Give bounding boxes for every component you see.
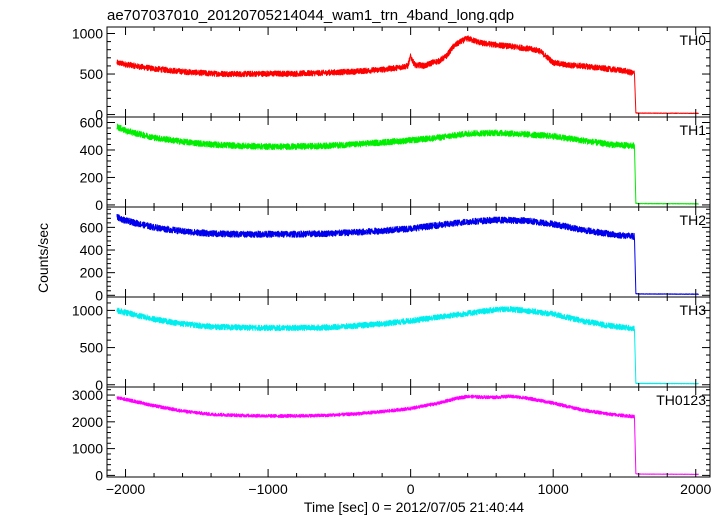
panel-th3: 0 500 1000 TH3 bbox=[72, 296, 711, 393]
series-line-th1 bbox=[116, 123, 699, 205]
panels: 0 500 1000 TH0 0 200 400 600 TH1 0 200 400 600 TH2 0 50… bbox=[72, 25, 711, 483]
y-tick-label: 1000 bbox=[72, 302, 103, 318]
y-tick-label: 400 bbox=[80, 142, 104, 158]
panel-frame bbox=[106, 296, 711, 388]
panel-label: TH3 bbox=[680, 302, 707, 318]
y-tick-label: 0 bbox=[95, 467, 103, 483]
x-tick-label: 2000 bbox=[680, 481, 711, 497]
panel-th1: 0 200 400 600 TH1 bbox=[80, 114, 711, 213]
y-tick-label: 0 bbox=[95, 377, 103, 393]
panel-th0: 0 500 1000 TH0 bbox=[72, 25, 711, 123]
y-tick-label: 1000 bbox=[72, 441, 103, 457]
y-axis-label: Counts/sec bbox=[35, 223, 51, 293]
y-tick-label: 500 bbox=[80, 340, 104, 356]
y-tick-label: 0 bbox=[95, 197, 103, 213]
x-tick-label: −1000 bbox=[248, 481, 288, 497]
y-tick-label: 500 bbox=[80, 66, 104, 82]
x-axis: −2000 −1000 0 1000 2000 bbox=[106, 481, 712, 497]
series-line-th3 bbox=[116, 306, 699, 385]
y-tick-label: 0 bbox=[95, 287, 103, 303]
series-line-th0 bbox=[116, 35, 699, 115]
panel-th0123: 0 1000 2000 3000 TH0123 bbox=[72, 386, 711, 483]
series-line-th0123 bbox=[116, 394, 699, 475]
y-tick-label: 1000 bbox=[72, 25, 103, 41]
panel-label: TH0 bbox=[680, 32, 707, 48]
y-tick-label: 400 bbox=[80, 242, 104, 258]
y-tick-label: 2000 bbox=[72, 414, 103, 430]
panel-frame bbox=[106, 116, 711, 208]
series-line-th2 bbox=[116, 214, 699, 295]
x-tick-label: −2000 bbox=[106, 481, 146, 497]
y-tick-label: 200 bbox=[80, 169, 104, 185]
y-tick-label: 0 bbox=[95, 107, 103, 123]
panel-label: TH1 bbox=[680, 122, 707, 138]
panel-frame bbox=[106, 206, 711, 298]
y-tick-label: 3000 bbox=[72, 387, 103, 403]
x-axis-label: Time [sec] 0 = 2012/07/05 21:40:44 bbox=[304, 499, 524, 515]
panel-frame bbox=[106, 386, 711, 478]
y-tick-label: 200 bbox=[80, 265, 104, 281]
x-tick-label: 1000 bbox=[538, 481, 569, 497]
y-tick-label: 600 bbox=[80, 219, 104, 235]
chart-title: ae707037010_20120705214044_wam1_trn_4ban… bbox=[107, 7, 514, 24]
y-tick-label: 600 bbox=[80, 114, 104, 130]
panel-th2: 0 200 400 600 TH2 bbox=[80, 206, 711, 303]
panel-label: TH0123 bbox=[656, 392, 706, 408]
x-tick-label: 0 bbox=[407, 481, 415, 497]
panel-label: TH2 bbox=[680, 212, 707, 228]
